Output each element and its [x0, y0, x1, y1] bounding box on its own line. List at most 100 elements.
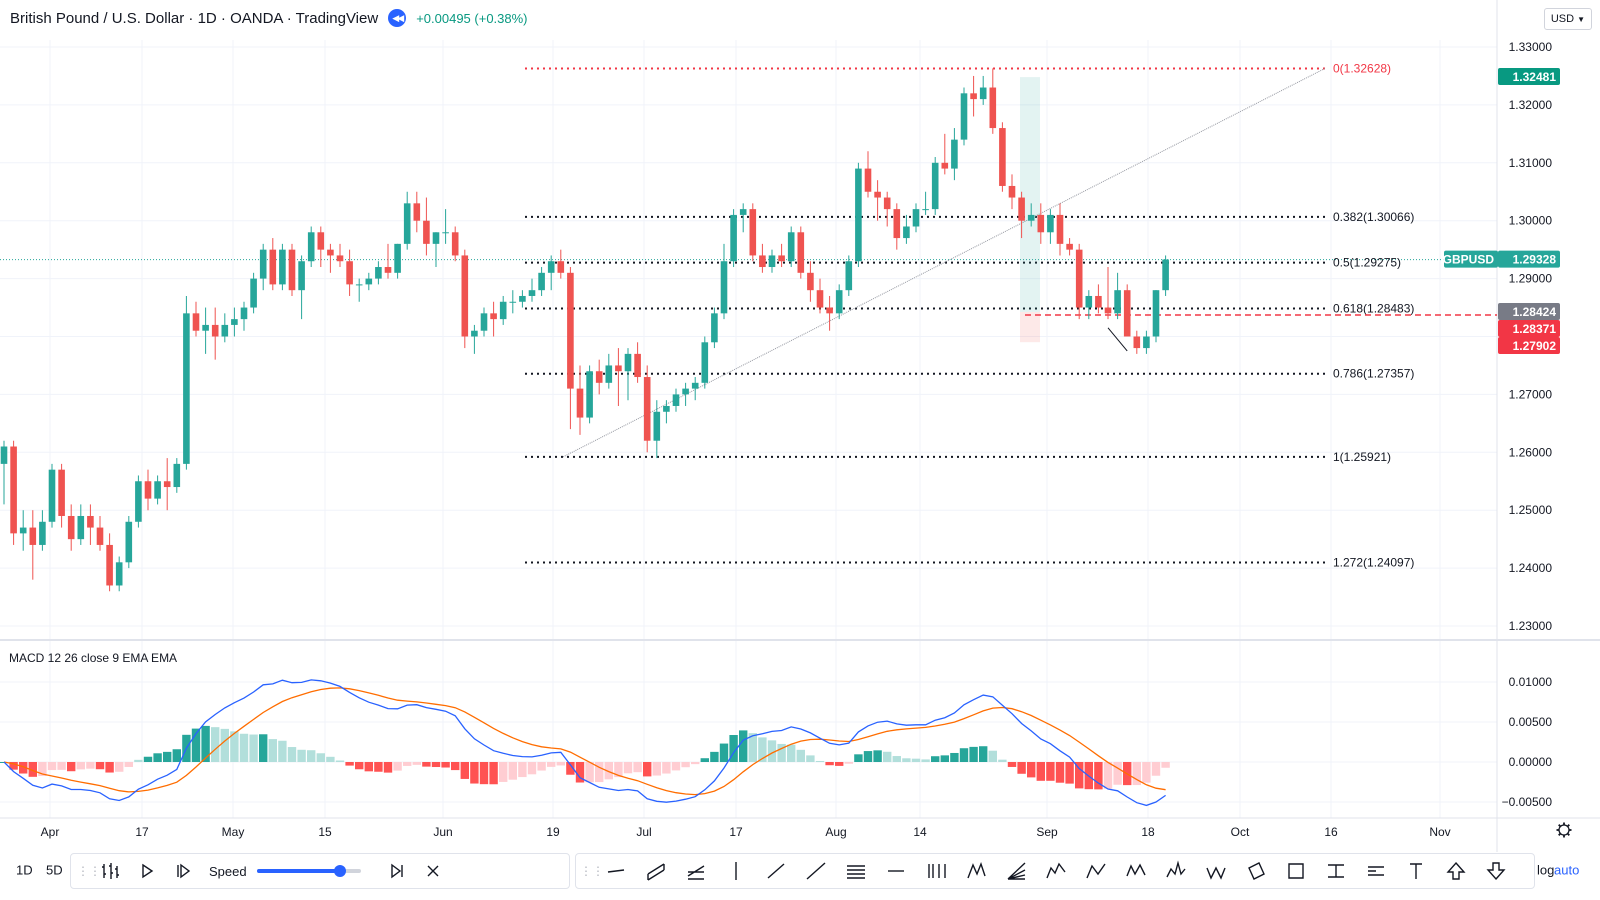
candle[interactable]: [96, 515, 104, 551]
order-price-tag[interactable]: 1.28371: [1498, 319, 1560, 337]
candle[interactable]: [279, 243, 286, 291]
candle[interactable]: [250, 272, 257, 314]
candle[interactable]: [1047, 209, 1054, 244]
candle[interactable]: [48, 463, 56, 528]
candle[interactable]: [595, 359, 603, 395]
last-price-tag[interactable]: 1.29328: [1498, 250, 1560, 268]
candle[interactable]: [835, 284, 843, 320]
xabcd-pattern-icon[interactable]: [956, 856, 996, 886]
candle[interactable]: [970, 75, 977, 117]
candle[interactable]: [797, 226, 805, 279]
candle[interactable]: [259, 243, 267, 291]
position-profit-zone[interactable]: [1020, 77, 1040, 312]
candle[interactable]: [87, 504, 94, 545]
candle[interactable]: [1008, 174, 1016, 210]
candle[interactable]: [231, 307, 238, 337]
candle[interactable]: [807, 261, 814, 302]
candle[interactable]: [1018, 191, 1025, 239]
candle[interactable]: [672, 388, 680, 412]
drag-handle-icon[interactable]: ⋮⋮: [580, 864, 604, 878]
candle[interactable]: [711, 307, 718, 349]
candle[interactable]: [1037, 203, 1045, 244]
candle[interactable]: [0, 440, 8, 505]
candle[interactable]: [471, 324, 478, 354]
candle[interactable]: [615, 348, 622, 406]
candle[interactable]: [106, 533, 113, 592]
arrow-down-icon[interactable]: [1476, 856, 1516, 886]
candle[interactable]: [845, 255, 853, 296]
candle[interactable]: [989, 68, 997, 134]
candle[interactable]: [643, 365, 651, 453]
wxy-icon[interactable]: [1196, 856, 1236, 886]
candle[interactable]: [221, 313, 229, 343]
candle[interactable]: [288, 243, 296, 296]
candle[interactable]: [691, 377, 699, 401]
candle[interactable]: [423, 197, 430, 256]
replay-rewind-icon[interactable]: ◀◀: [388, 9, 407, 27]
candle[interactable]: [749, 203, 757, 262]
candle[interactable]: [586, 365, 593, 424]
candle[interactable]: [538, 267, 545, 296]
candle[interactable]: [451, 226, 459, 262]
rotated-rect-icon[interactable]: [1236, 856, 1276, 886]
currency-selector[interactable]: USD ▼: [1543, 8, 1592, 30]
candle[interactable]: [883, 191, 891, 227]
candle[interactable]: [365, 272, 373, 291]
candle[interactable]: [384, 243, 392, 279]
candle[interactable]: [951, 128, 958, 181]
candle[interactable]: [787, 226, 795, 268]
candle[interactable]: [432, 232, 440, 268]
candle[interactable]: [1085, 290, 1093, 320]
candle[interactable]: [730, 209, 737, 268]
candle[interactable]: [903, 214, 910, 244]
stop-price-tag[interactable]: 1.27902: [1498, 336, 1560, 354]
gear-icon[interactable]: [1556, 822, 1572, 838]
candle[interactable]: [874, 180, 881, 221]
candle[interactable]: [528, 278, 536, 302]
candle[interactable]: [269, 238, 277, 291]
fib-timezone-icon[interactable]: [916, 856, 956, 886]
candle[interactable]: [509, 290, 517, 314]
candle[interactable]: [154, 475, 161, 505]
candle[interactable]: [663, 400, 670, 424]
candle[interactable]: [960, 87, 968, 146]
candle[interactable]: [115, 556, 123, 592]
candle[interactable]: [855, 162, 862, 268]
candle[interactable]: [173, 458, 181, 493]
candle[interactable]: [931, 157, 939, 215]
select-bar-icon[interactable]: [93, 856, 129, 886]
candle[interactable]: [941, 133, 949, 175]
candle[interactable]: [893, 203, 901, 250]
text-icon[interactable]: [1396, 856, 1436, 886]
extended-line-icon[interactable]: [796, 856, 836, 886]
candle[interactable]: [1104, 267, 1112, 320]
arrow-up-icon[interactable]: [1436, 856, 1476, 886]
candle[interactable]: [826, 295, 833, 331]
candle[interactable]: [816, 278, 824, 314]
candle[interactable]: [58, 463, 65, 528]
candle[interactable]: [375, 261, 382, 285]
candle[interactable]: [739, 203, 747, 233]
candle[interactable]: [682, 382, 689, 406]
symbol-tag[interactable]: GBPUSD: [1443, 250, 1498, 268]
candle[interactable]: [442, 209, 449, 244]
candle[interactable]: [1027, 203, 1035, 227]
play-icon[interactable]: [129, 856, 165, 886]
candle[interactable]: [461, 249, 469, 349]
log-scale-toggle[interactable]: log: [1537, 862, 1555, 878]
candle[interactable]: [490, 301, 497, 337]
parallel-channel-icon[interactable]: [636, 856, 676, 886]
candle[interactable]: [240, 301, 248, 331]
timeframe-5d-button[interactable]: 5D: [46, 862, 63, 878]
candle[interactable]: [778, 243, 785, 268]
candle[interactable]: [39, 510, 46, 551]
candle[interactable]: [413, 191, 421, 233]
candle[interactable]: [1133, 330, 1141, 354]
trend-line-icon[interactable]: [596, 856, 636, 886]
candle[interactable]: [125, 515, 133, 569]
candle[interactable]: [211, 307, 219, 360]
candle[interactable]: [653, 400, 661, 459]
candle[interactable]: [183, 295, 190, 470]
candle[interactable]: [67, 504, 75, 551]
